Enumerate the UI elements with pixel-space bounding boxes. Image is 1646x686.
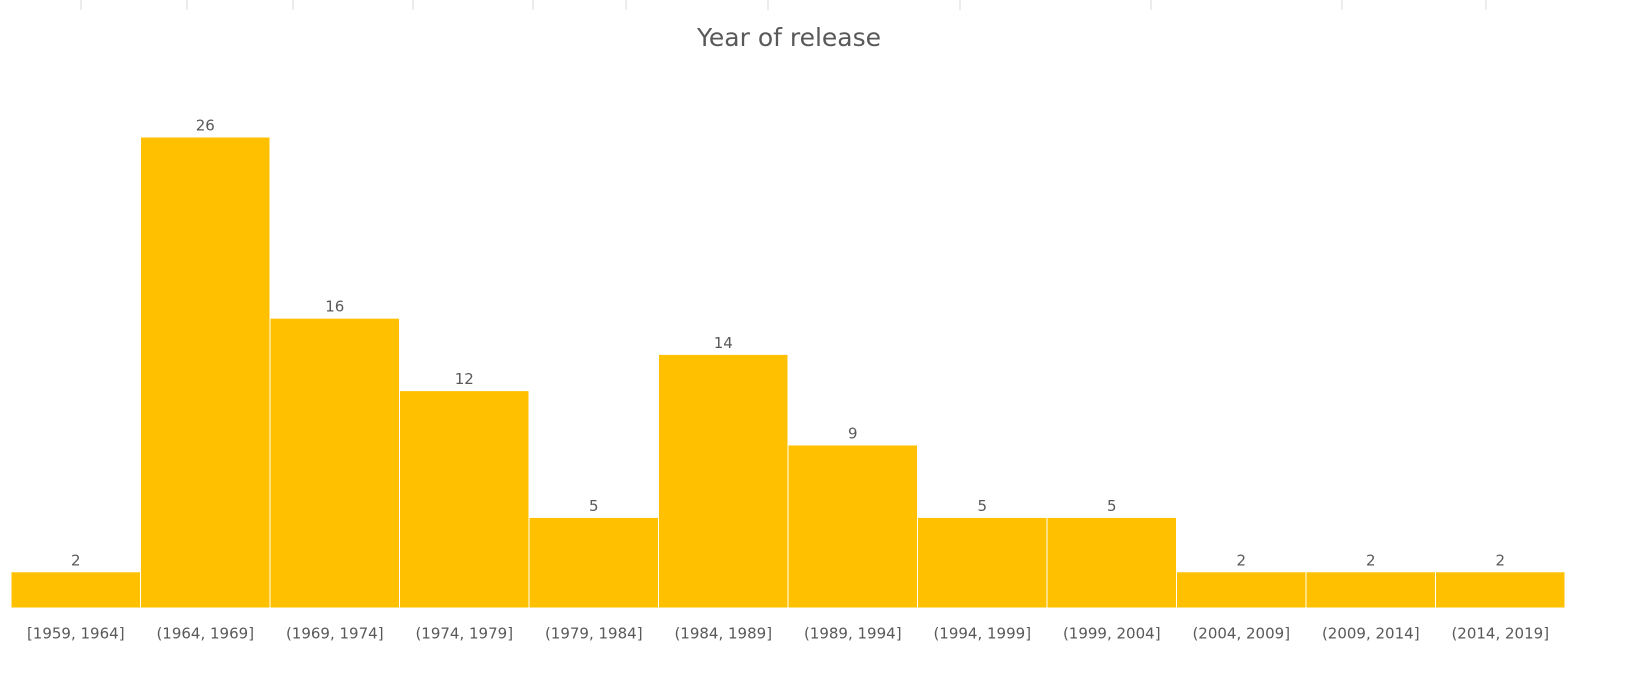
x-tick-label: (2009, 2014] bbox=[1322, 625, 1420, 643]
x-tick-label: (2014, 2019] bbox=[1451, 625, 1549, 643]
data-label: 2 bbox=[1236, 551, 1246, 569]
bar bbox=[528, 516, 659, 609]
bar bbox=[1305, 571, 1436, 609]
x-tick-label: (1979, 1984] bbox=[545, 625, 643, 643]
bar bbox=[269, 317, 400, 609]
chart-title: Year of release bbox=[696, 23, 881, 52]
data-label: 5 bbox=[589, 497, 599, 515]
data-label: 2 bbox=[1366, 551, 1376, 569]
data-label: 2 bbox=[71, 551, 81, 569]
bar bbox=[1046, 516, 1177, 609]
x-tick-label: (1969, 1974] bbox=[286, 625, 384, 643]
x-tick-label: (2004, 2009] bbox=[1192, 625, 1290, 643]
data-label: 14 bbox=[714, 334, 733, 352]
data-label: 9 bbox=[848, 424, 858, 442]
data-label: 2 bbox=[1495, 551, 1505, 569]
bar bbox=[787, 444, 918, 609]
sheet-column-separators bbox=[80, 0, 1487, 10]
bar bbox=[658, 353, 789, 609]
x-tick-label: [1959, 1964] bbox=[27, 625, 125, 643]
x-tick-label: (1964, 1969] bbox=[156, 625, 254, 643]
data-label: 5 bbox=[977, 497, 987, 515]
x-tick-label: (1974, 1979] bbox=[415, 625, 513, 643]
data-label: 12 bbox=[455, 370, 474, 388]
x-tick-label: (1984, 1989] bbox=[674, 625, 772, 643]
bar bbox=[917, 516, 1048, 609]
data-label: 5 bbox=[1107, 497, 1117, 515]
x-tick-label: (1989, 1994] bbox=[804, 625, 902, 643]
x-tick-label: (1994, 1999] bbox=[933, 625, 1031, 643]
bar bbox=[1176, 571, 1307, 609]
data-label: 16 bbox=[325, 298, 344, 316]
data-label: 26 bbox=[196, 117, 215, 135]
bar bbox=[1435, 571, 1566, 609]
bar bbox=[140, 136, 271, 609]
bar bbox=[10, 571, 141, 609]
x-tick-label: (1999, 2004] bbox=[1063, 625, 1161, 643]
bar bbox=[399, 390, 530, 609]
